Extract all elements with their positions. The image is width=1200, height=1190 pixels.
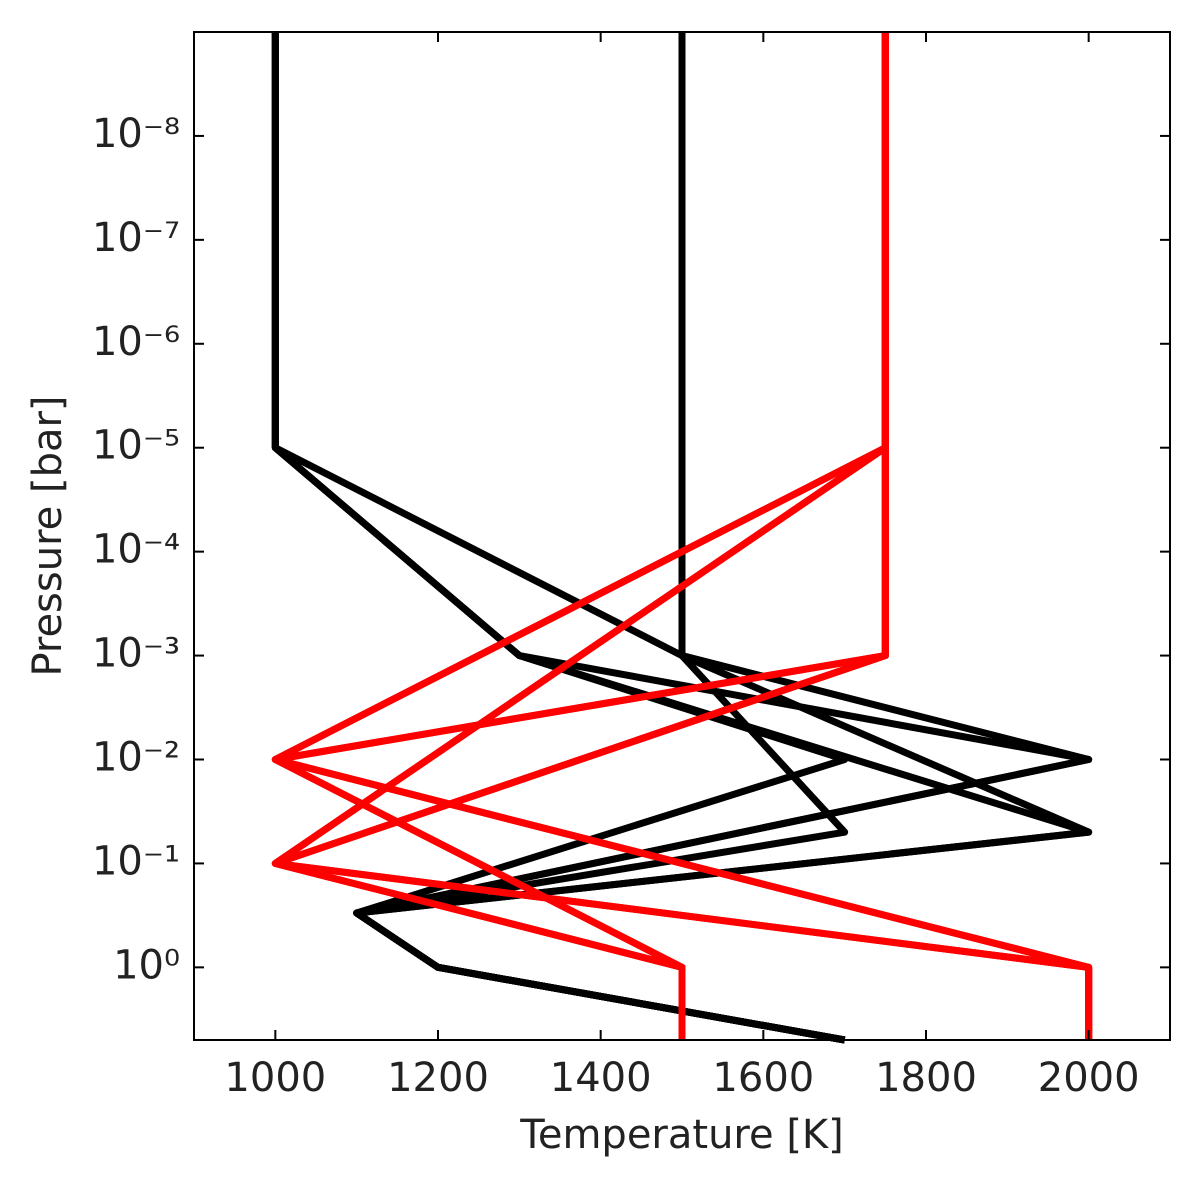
y-tick-label: 10⁻⁴ (92, 527, 180, 573)
x-tick-label: 1200 (387, 1055, 489, 1101)
x-axis-label: Temperature [K] (519, 1112, 844, 1158)
y-tick-label: 10⁻⁷ (92, 215, 180, 261)
axes-frame (193, 31, 1171, 1041)
x-tick-label: 1000 (224, 1055, 326, 1101)
y-tick-label: 10⁰ (113, 942, 180, 988)
y-axis-label: Pressure [bar] (25, 395, 71, 676)
y-tick-label: 10⁻³ (92, 631, 180, 677)
x-tick-label: 1400 (550, 1055, 652, 1101)
y-tick-label: 10⁻⁸ (92, 111, 180, 157)
x-tick-label: 2000 (1038, 1055, 1140, 1101)
x-tick-label: 1800 (875, 1055, 977, 1101)
x-tick-label: 1600 (712, 1055, 814, 1101)
profile-line (271, 32, 1093, 1044)
y-tick-label: 10⁻⁶ (92, 319, 180, 365)
y-tick-label: 10⁻⁵ (92, 423, 180, 469)
y-tick-label: 10⁻¹ (92, 838, 180, 884)
y-tick-label: 10⁻² (92, 734, 180, 780)
plot-area (271, 32, 1093, 1044)
profile-line (271, 32, 1093, 1040)
